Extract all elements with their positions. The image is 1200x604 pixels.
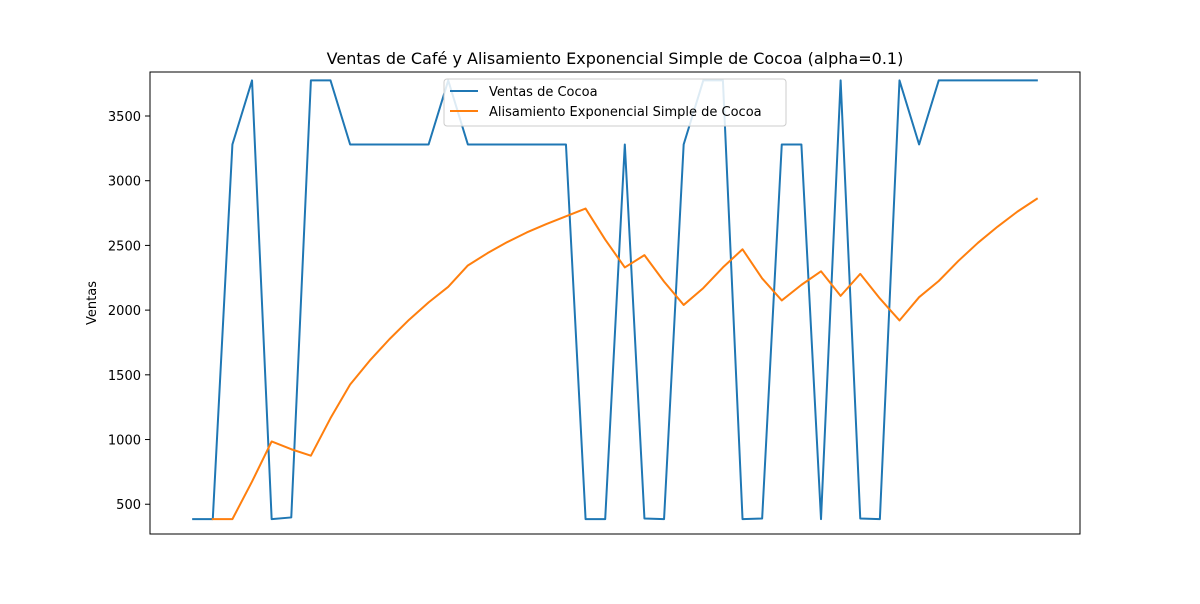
- series-layer: [192, 79, 1039, 521]
- plot-area-frame: [149, 71, 1081, 535]
- legend-label-1: Ventas de Cocoa: [489, 85, 598, 100]
- legend: Ventas de Cocoa Alisamiento Exponencial S…: [443, 78, 787, 127]
- legend-box: [443, 78, 787, 127]
- y-axis-label: Ventas: [85, 281, 100, 325]
- y-tick-label: 1000: [108, 434, 141, 449]
- y-tick-label: 3500: [108, 110, 141, 125]
- legend-label-2: Alisamiento Exponencial Simple de Cocoa: [489, 105, 762, 120]
- chart-title: Ventas de Café y Alisamiento Exponencial…: [327, 49, 904, 68]
- series-line-2: [211, 197, 1039, 521]
- y-tick-label: 500: [116, 498, 141, 513]
- y-tick-label: 3000: [108, 175, 141, 190]
- y-axis-ticks: 500 1000 1500 2000 2500 3000 3500: [108, 110, 150, 513]
- y-tick-label: 2500: [108, 239, 141, 254]
- y-tick-label: 1500: [108, 369, 141, 384]
- y-tick-label: 2000: [108, 304, 141, 319]
- series-line-1: [192, 79, 1038, 521]
